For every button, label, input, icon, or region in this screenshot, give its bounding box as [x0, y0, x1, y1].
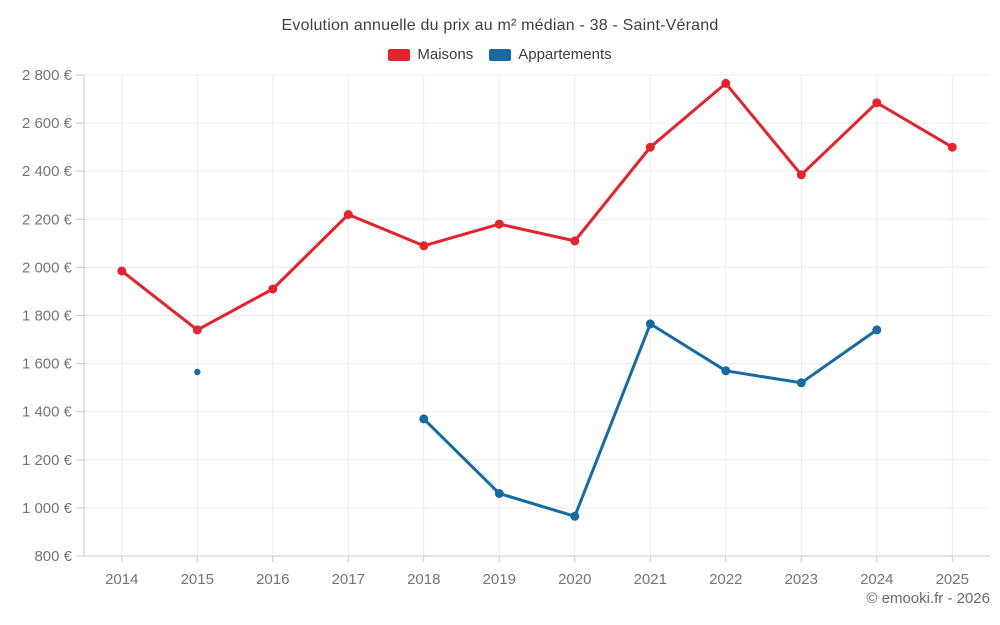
data-point-appartements-2020[interactable]: [570, 511, 580, 521]
data-point-appartements-2022[interactable]: [721, 366, 731, 376]
data-point-maisons-2021[interactable]: [645, 142, 655, 152]
x-axis-label: 2017: [332, 571, 365, 588]
data-point-maisons-2014[interactable]: [117, 266, 127, 276]
x-axis-label: 2022: [709, 571, 742, 588]
x-axis-label: 2020: [558, 571, 591, 588]
x-axis-label: 2019: [483, 571, 516, 588]
data-point-appartements-2024[interactable]: [872, 325, 882, 335]
data-point-maisons-2016[interactable]: [268, 284, 278, 294]
legend-item-appartements[interactable]: Appartements: [489, 46, 612, 63]
x-axis-label: 2016: [256, 571, 289, 588]
data-point-maisons-2015[interactable]: [192, 325, 202, 335]
data-point-appartements-2019[interactable]: [494, 489, 504, 498]
x-axis-label: 2018: [407, 571, 440, 588]
data-point-maisons-2025[interactable]: [947, 142, 957, 152]
data-point-maisons-2018[interactable]: [419, 241, 429, 251]
y-axis-label: 1 000 €: [22, 500, 73, 517]
x-axis-label: 2024: [860, 571, 893, 588]
chart-title: Evolution annuelle du prix au m² médian …: [281, 17, 719, 34]
data-point-maisons-2019[interactable]: [494, 219, 504, 229]
legend-item-maisons[interactable]: Maisons: [388, 46, 473, 63]
copyright: © emooki.fr - 2026: [866, 590, 990, 607]
y-axis-label: 2 400 €: [22, 163, 73, 180]
x-axis-label: 2025: [936, 571, 969, 588]
y-axis-label: 2 000 €: [22, 259, 73, 276]
data-point-appartements-2018[interactable]: [419, 414, 429, 424]
data-point-maisons-2020[interactable]: [570, 236, 580, 246]
y-axis-label: 1 400 €: [22, 404, 73, 421]
y-axis-label: 2 600 €: [22, 115, 73, 132]
data-point-maisons-2024[interactable]: [872, 98, 882, 108]
series-line-maisons: [120, 81, 954, 332]
y-axis-label: 800 €: [34, 548, 72, 565]
y-axis-label: 1 800 €: [22, 308, 73, 325]
legend-swatch-maisons: [388, 48, 411, 61]
y-axis-label: 1 200 €: [22, 452, 73, 469]
data-point-appartements-2021[interactable]: [645, 319, 655, 329]
y-axis-label: 2 200 €: [22, 211, 73, 228]
x-axis-label: 2021: [634, 571, 667, 588]
legend-label-appartements: Appartements: [518, 46, 612, 63]
legend: Maisons Appartements: [0, 46, 1000, 63]
data-point-maisons-2023[interactable]: [796, 170, 806, 180]
x-axis-label: 2023: [785, 571, 818, 588]
y-axis-label: 2 800 €: [22, 67, 73, 84]
x-axis-label: 2014: [105, 571, 138, 588]
data-point-maisons-2017[interactable]: [343, 210, 353, 219]
legend-label-maisons: Maisons: [417, 46, 474, 63]
legend-swatch-appartements: [489, 48, 512, 61]
y-axis-label: 1 600 €: [22, 356, 73, 373]
data-point-appartements-2015[interactable]: [194, 368, 201, 376]
data-point-maisons-2022[interactable]: [721, 78, 731, 88]
data-point-appartements-2023[interactable]: [796, 378, 806, 388]
x-axis-label: 2015: [181, 571, 214, 588]
